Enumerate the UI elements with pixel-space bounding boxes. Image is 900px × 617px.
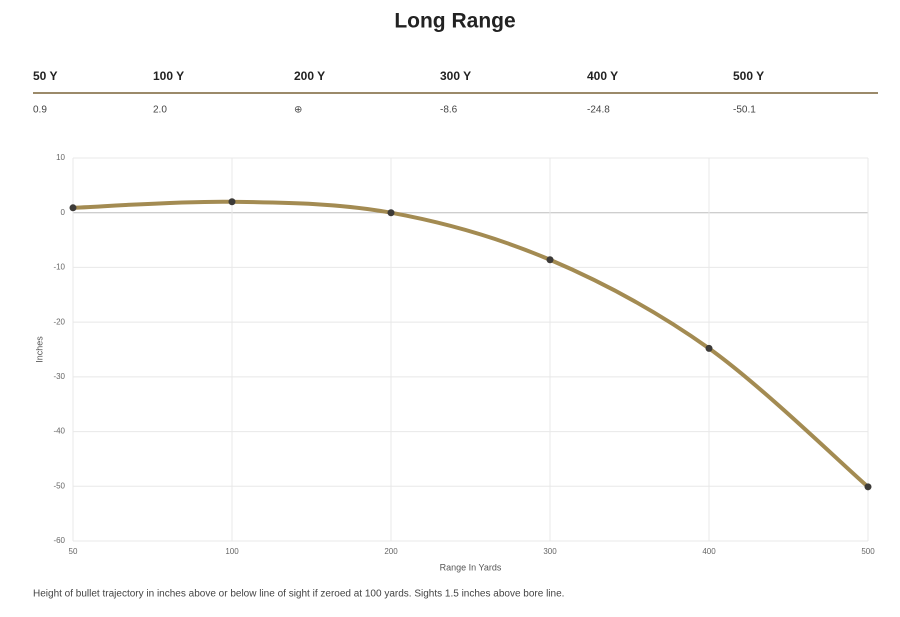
table-header: 300 Y — [440, 69, 471, 83]
footnote: Height of bullet trajectory in inches ab… — [33, 589, 564, 600]
x-tick-label: 50 — [69, 547, 78, 556]
point — [864, 483, 872, 491]
y-tick-label: 0 — [61, 208, 66, 217]
y-tick-label: -40 — [53, 427, 65, 436]
table-header: 200 Y — [294, 69, 325, 83]
x-tick-label: 100 — [225, 547, 239, 556]
x-axis-label: Range In Yards — [440, 562, 502, 572]
y-tick-label: -30 — [53, 372, 65, 381]
line — [71, 199, 870, 489]
x-tick-label: 500 — [861, 547, 875, 556]
y-tick-label: 10 — [56, 153, 65, 162]
table-header: 400 Y — [587, 69, 618, 83]
title: Long Range — [394, 10, 515, 33]
y-tick-label: -50 — [53, 481, 65, 490]
table-header: 500 Y — [733, 69, 764, 83]
x-tick-label: 300 — [543, 547, 557, 556]
y-axis-label: Inches — [34, 336, 44, 363]
x-tick-label: 400 — [702, 547, 716, 556]
point — [387, 209, 395, 217]
x-tick-label: 200 — [384, 547, 398, 556]
table-header: 50 Y — [33, 69, 57, 83]
table-cell: -50.1 — [733, 105, 756, 116]
table-cell: 0.9 — [33, 105, 47, 116]
point — [705, 344, 713, 352]
y-tick-label: -20 — [53, 317, 65, 326]
table-cell: ⊕ — [294, 105, 302, 116]
point — [228, 198, 236, 206]
point — [546, 256, 554, 264]
y-tick-label: -60 — [53, 536, 65, 545]
table-cell: -24.8 — [587, 105, 610, 116]
table-header: 100 Y — [153, 69, 184, 83]
point — [69, 204, 77, 212]
table-cell: 2.0 — [153, 105, 167, 116]
table-cell: -8.6 — [440, 105, 458, 116]
y-tick-label: -10 — [53, 263, 65, 272]
